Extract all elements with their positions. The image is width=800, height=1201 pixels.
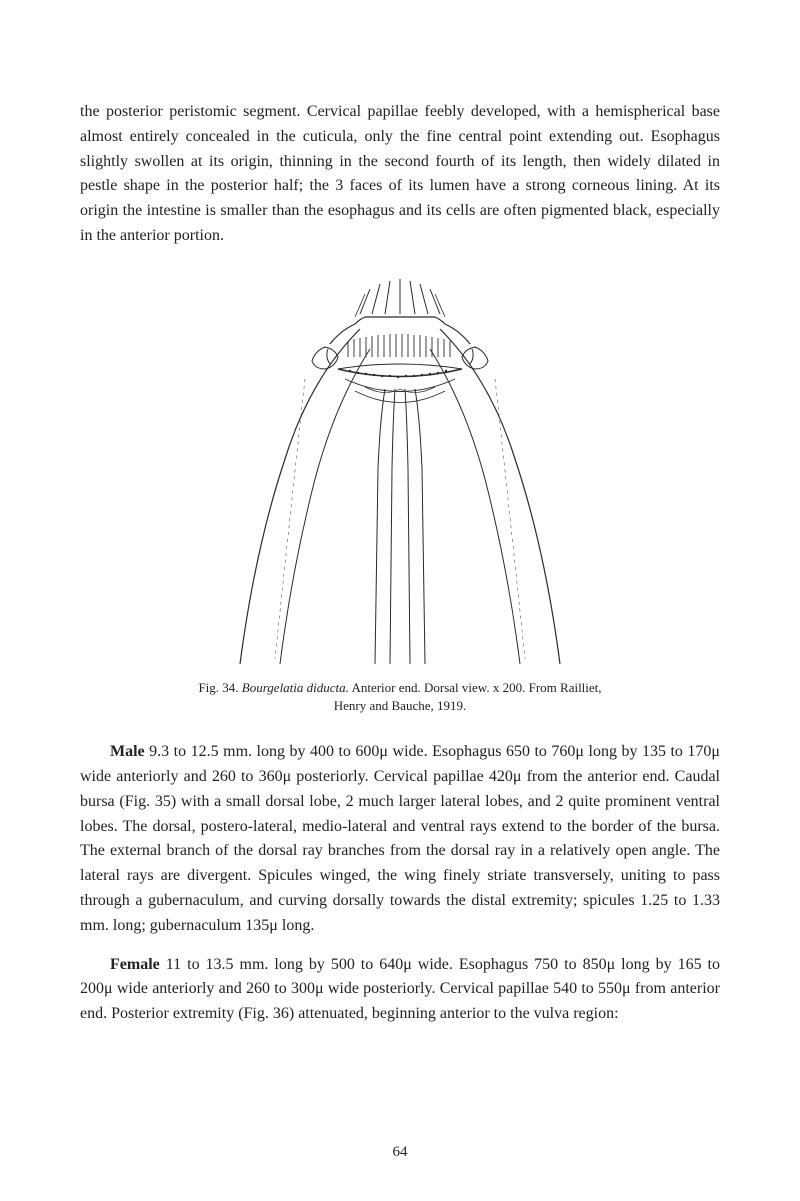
caption-fignum: Fig. 34. [198, 680, 238, 695]
anatomical-figure [210, 269, 590, 669]
female-paragraph: Female 11 to 13.5 mm. long by 500 to 640… [80, 953, 720, 1027]
male-paragraph: Male 9.3 to 12.5 mm. long by 400 to 600μ… [80, 740, 720, 938]
caption-desc2: Henry and Bauche, 1919. [334, 698, 467, 713]
intro-paragraph: the posterior peristomic segment. Cervic… [80, 100, 720, 249]
male-text: 9.3 to 12.5 mm. long by 400 to 600μ wide… [80, 743, 720, 934]
caption-species: Bourgelatia diducta. [242, 680, 349, 695]
figure-caption: Fig. 34. Bourgelatia diducta. Anterior e… [80, 679, 720, 715]
male-label: Male [110, 743, 145, 760]
page-number: 64 [393, 1144, 408, 1161]
female-label: Female [110, 956, 160, 973]
crown-tuft [355, 279, 445, 317]
caption-desc1: Anterior end. Dorsal view. x 200. From R… [351, 680, 601, 695]
figure-container [80, 269, 720, 669]
female-text: 11 to 13.5 mm. long by 500 to 640μ wide.… [80, 956, 720, 1023]
comb-teeth [348, 334, 450, 357]
